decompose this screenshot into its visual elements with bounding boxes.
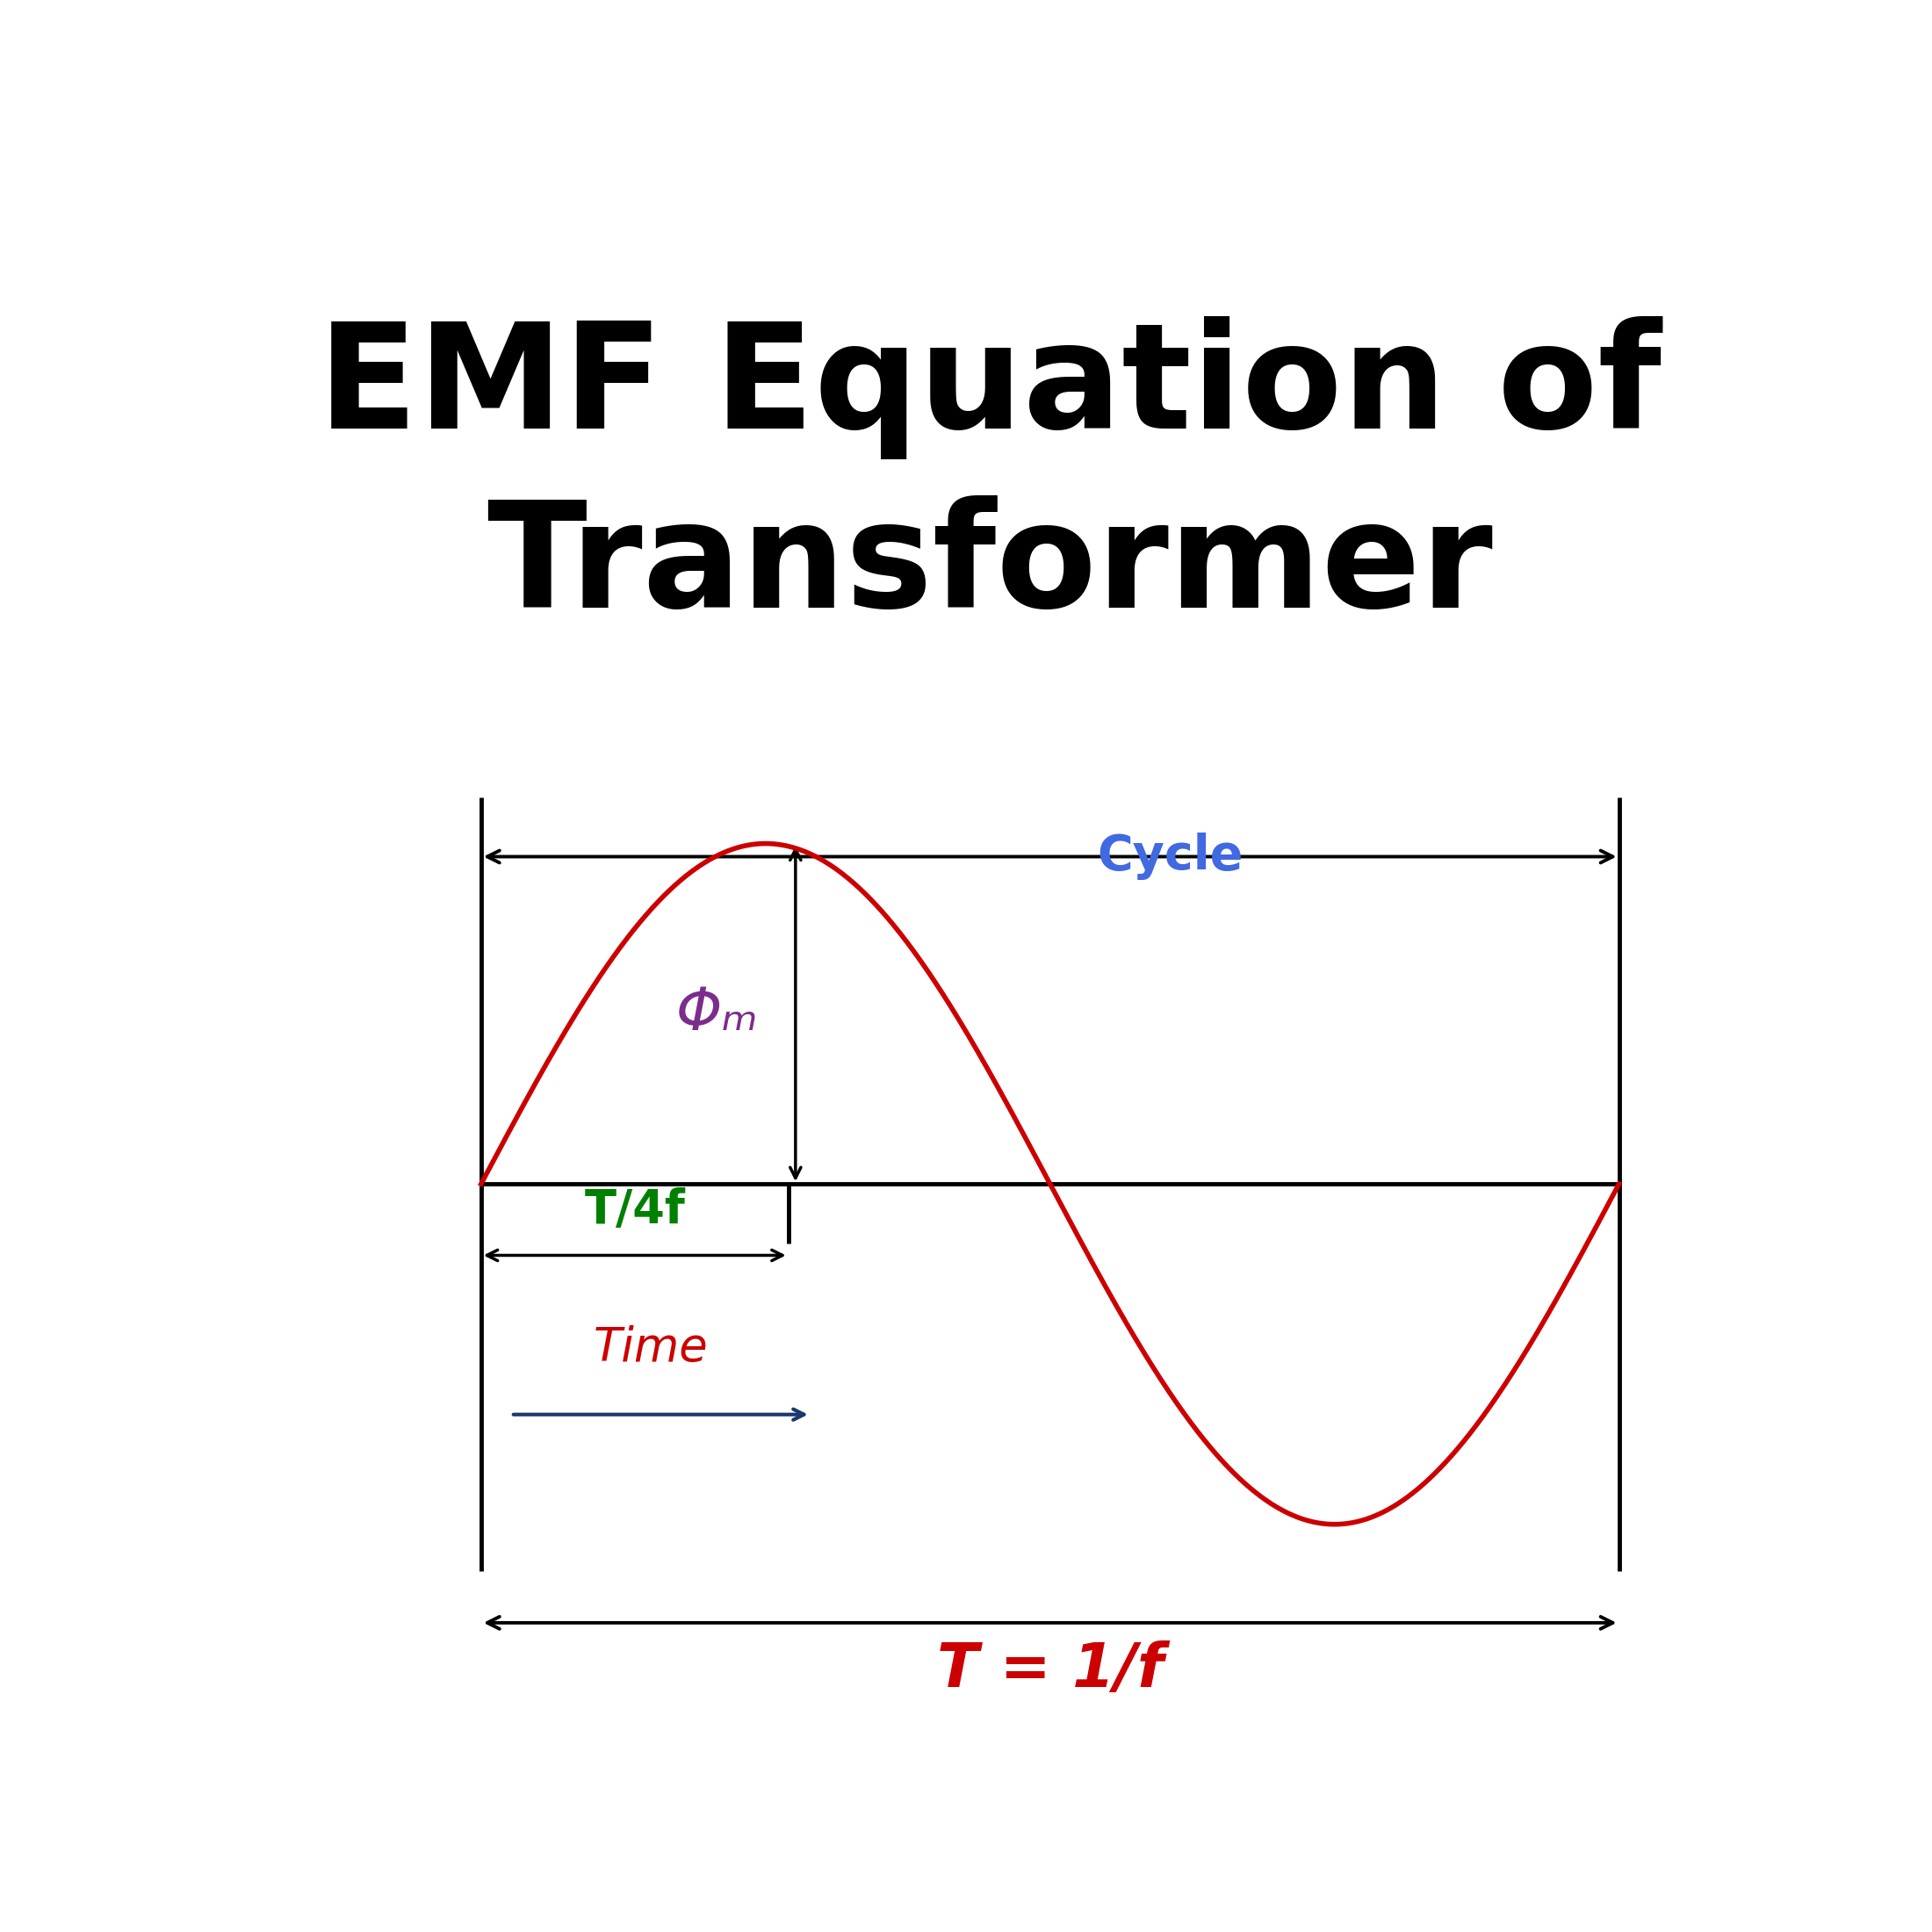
Text: Time: Time — [593, 1325, 709, 1370]
Text: Φₘ: Φₘ — [676, 985, 757, 1043]
Text: EMF Equation of: EMF Equation of — [319, 317, 1662, 460]
Text: Cycle: Cycle — [1097, 833, 1242, 881]
Text: Transformer: Transformer — [487, 495, 1493, 638]
Text: T/4f: T/4f — [583, 1188, 686, 1233]
Text: T = 1/f: T = 1/f — [937, 1640, 1163, 1700]
